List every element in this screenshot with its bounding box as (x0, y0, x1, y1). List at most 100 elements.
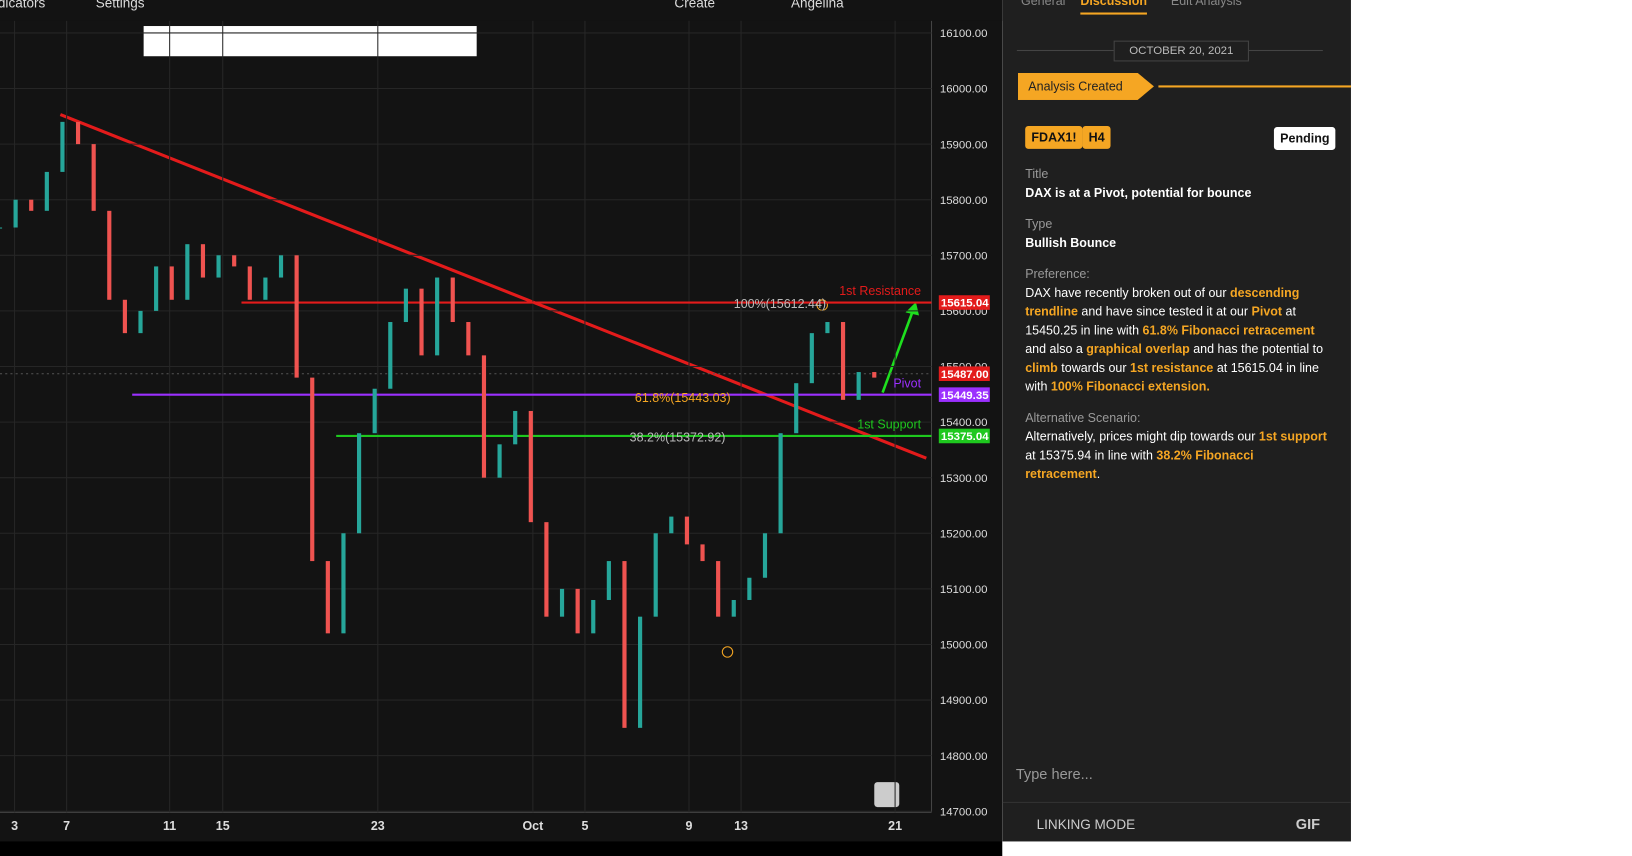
text-run: at 15615.04 in line with (1025, 360, 1319, 394)
candle (684, 516, 690, 545)
price-label: 15300.00 (940, 473, 988, 485)
candle (669, 516, 674, 534)
status-tag: Pending (1273, 127, 1336, 150)
candle (372, 388, 377, 434)
candle (450, 277, 455, 323)
candle (403, 288, 408, 323)
text-run: towards our (1057, 360, 1131, 375)
date-label: 3 (11, 819, 18, 833)
price-label: 14700.00 (940, 806, 988, 818)
price-tag (938, 387, 990, 402)
date-label: Oct (522, 819, 543, 833)
text-run: at 15375.94 in line with (1025, 447, 1157, 463)
highlight: descending trendline (1025, 285, 1300, 319)
highlight: Pivot (1251, 304, 1283, 319)
candle (388, 322, 393, 389)
tab[interactable]: Edit Analysis (1170, 0, 1242, 9)
alternative-text: Alternatively, prices might dip towards … (1025, 427, 1329, 483)
message-input[interactable]: Type here... (1015, 765, 1093, 783)
date-label: 23 (371, 819, 385, 833)
label: Preference: (1025, 266, 1090, 282)
projection-arrow (881, 307, 916, 394)
fib-anchor (721, 646, 734, 658)
chart: dicators Settings Create Angelina 16100.… (0, 0, 1003, 856)
candle (653, 533, 658, 617)
create-button[interactable]: Create (674, 0, 715, 10)
text-run: at 15450.25 in line with (1025, 304, 1296, 338)
text-run: and has the potential to (1189, 341, 1324, 357)
highlight: climb (1025, 360, 1058, 375)
candle (809, 333, 814, 384)
price-label: 16100.00 (940, 28, 988, 40)
fib-label: 38.2%(15372.92) (630, 431, 726, 445)
price-label: 15200.00 (940, 528, 988, 540)
drawing-toolbar[interactable] (143, 26, 477, 57)
candle (575, 588, 580, 634)
candle (216, 255, 221, 278)
date-label: 9 (686, 819, 693, 833)
candle (762, 533, 768, 578)
candle (544, 522, 549, 617)
candle (200, 244, 206, 278)
top-bar (0, 0, 1003, 21)
candle (75, 121, 81, 145)
idea-button[interactable] (874, 782, 900, 808)
tab[interactable]: General (1021, 0, 1066, 9)
level-label: Pivot (893, 376, 921, 390)
indicators-button[interactable]: dicators (0, 0, 45, 10)
text-run: . (1096, 466, 1101, 482)
candle (622, 561, 627, 728)
details: Title DAX is at a Pivot, potential for b… (1025, 152, 1329, 483)
price-label: 14800.00 (940, 751, 988, 763)
fib-anchor (816, 299, 828, 311)
gif-button[interactable]: GIF (1295, 815, 1321, 833)
timeframe-tag: H4 (1082, 126, 1111, 149)
price-tag (938, 295, 990, 310)
settings-button[interactable]: Settings (96, 0, 145, 10)
candle (559, 588, 565, 617)
label: Alternative Scenario: (1025, 410, 1141, 425)
price-tag-label: 15615.04 (941, 298, 989, 310)
event-line (1158, 85, 1351, 88)
candle (169, 266, 174, 300)
price-label: 15400.00 (940, 417, 988, 429)
candle (435, 277, 440, 356)
highlight: 100% Fibonacci extension. (1050, 379, 1210, 394)
linking-mode[interactable]: LINKING MODE (1036, 816, 1136, 833)
candle (419, 288, 424, 356)
candle (840, 322, 846, 400)
price-label: 15800.00 (940, 195, 988, 207)
price-label: 15000.00 (940, 640, 988, 652)
candle (466, 322, 471, 356)
tab-active[interactable]: Discussion (1080, 0, 1147, 15)
divider (1002, 801, 1351, 803)
text-run: and have since tested it at our (1077, 304, 1252, 319)
event-badge: Analysis Created (1017, 72, 1154, 100)
highlight: 38.2% Fibonacci retracement (1025, 447, 1254, 482)
arrow-head (905, 302, 920, 316)
highlight: 1st support (1258, 429, 1327, 444)
price-tag-label: 15449.35 (941, 390, 989, 402)
candle (0, 227, 3, 229)
label: Type (1025, 216, 1053, 232)
candle (60, 121, 65, 172)
user-button[interactable]: Angelina (791, 0, 844, 10)
highlight: 61.8% Fibonacci retracement (1142, 322, 1315, 338)
candle (232, 255, 237, 267)
candle (731, 599, 736, 617)
level-label: 1st Resistance (839, 284, 921, 298)
fib-label: 100%(15612.44) (734, 297, 826, 311)
text-run: and also a (1025, 341, 1087, 357)
highlight: 1st resistance (1130, 360, 1214, 375)
price-tag (938, 366, 990, 382)
price-label: 14900.00 (940, 695, 988, 707)
label: Title (1025, 166, 1049, 182)
date-label: 5 (581, 819, 588, 833)
candle (44, 171, 49, 211)
text-run: Alternatively, prices might dip towards … (1025, 429, 1259, 444)
candle (247, 266, 252, 300)
candle (263, 277, 268, 300)
candle (294, 255, 299, 378)
candle (138, 310, 143, 334)
